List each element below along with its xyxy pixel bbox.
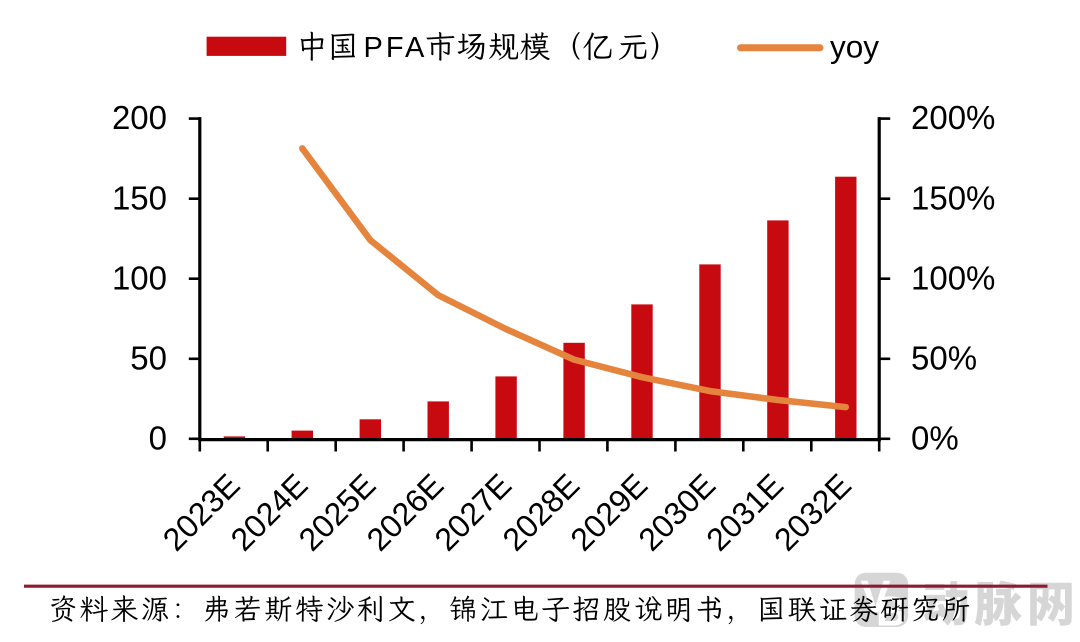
svg-text:100: 100 — [112, 259, 167, 296]
svg-text:150: 150 — [112, 179, 167, 216]
svg-text:200%: 200% — [911, 99, 995, 136]
svg-text:50%: 50% — [911, 339, 977, 376]
svg-text:150%: 150% — [911, 179, 995, 216]
svg-text:PFA: PFA — [364, 32, 428, 64]
svg-text:0: 0 — [149, 419, 167, 456]
svg-text:yoy: yoy — [830, 28, 879, 64]
svg-text:100%: 100% — [911, 259, 995, 296]
svg-text:50: 50 — [130, 339, 167, 376]
svg-text:200: 200 — [112, 99, 167, 136]
svg-text:0%: 0% — [911, 419, 959, 456]
